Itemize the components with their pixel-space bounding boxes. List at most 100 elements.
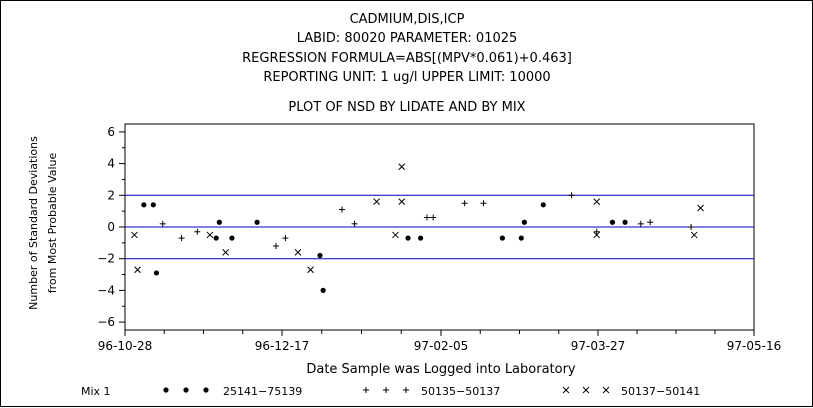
reference-lines	[125, 194, 754, 260]
legend-label-cross: 50137−50141	[621, 385, 700, 398]
y-axis-label-line-2: from Most Probable Value	[46, 153, 59, 294]
x-tick-label-4: 97-05-16	[727, 339, 781, 353]
point-cross-13-b	[697, 204, 704, 212]
point-cross-4	[294, 249, 302, 256]
point-dot-12	[518, 235, 524, 241]
y-tick-label-6: −6	[97, 315, 115, 329]
point-cross-11-b	[593, 231, 601, 239]
title-line-1: CADMIUM,DIS,ICP	[350, 12, 465, 27]
point-dot-9	[405, 235, 411, 241]
point-plus-8	[430, 214, 437, 221]
point-plus-1	[178, 235, 185, 242]
legend-cross-symbol-3	[602, 386, 610, 394]
point-cross-7-b	[392, 231, 399, 239]
point-dot-0	[141, 202, 147, 208]
point-dot-10	[418, 235, 424, 241]
legend-symbols-plus	[363, 387, 409, 393]
y-tick-label-4: −2	[97, 252, 115, 266]
point-plus-6	[351, 220, 358, 227]
y-tick-label-3: 0	[107, 220, 115, 234]
point-plus-5	[339, 206, 346, 213]
legend-cross-symbol-3-b	[602, 386, 610, 394]
legend-label-plus: 50135−50137	[421, 385, 500, 398]
point-plus-4	[282, 235, 289, 242]
legend-plus-symbol-3	[403, 387, 409, 393]
y-tick-label-0: 6	[107, 125, 115, 139]
legend-label-dot: 25141−75139	[223, 385, 302, 398]
legend-cross-symbol-2-b	[582, 386, 590, 394]
point-dot-2	[153, 270, 160, 276]
x-tick-label-3: 97-03-27	[571, 339, 625, 353]
point-cross-9-b	[398, 198, 406, 205]
legend-plus-symbol-2	[383, 387, 389, 393]
point-dot-14	[540, 202, 546, 208]
point-cross-6	[373, 198, 380, 205]
chart-subtitle: PLOT OF NSD BY LIDATE AND BY MIX	[288, 100, 525, 115]
point-dot-15	[609, 219, 616, 225]
point-dot-13	[521, 219, 528, 225]
point-dot-3	[213, 235, 219, 241]
y-axis-label-line-1: Number of Standard Deviations	[27, 136, 40, 310]
point-cross-8-b	[398, 163, 406, 171]
point-cross-5	[307, 266, 314, 274]
point-dot-8	[320, 287, 326, 293]
point-cross-8	[398, 163, 406, 171]
legend-dot-symbol-2	[183, 387, 189, 393]
point-dot-6	[254, 219, 260, 225]
point-plus-2	[194, 228, 201, 235]
x-tick-label-1: 96-12-17	[255, 339, 309, 353]
legend-symbols-dot	[163, 387, 209, 393]
point-plus-11	[568, 192, 575, 199]
point-plus-0	[159, 220, 166, 227]
point-plus-12	[593, 228, 600, 235]
point-cross-12	[690, 231, 698, 239]
point-cross-2	[206, 231, 214, 239]
point-plus-3	[272, 243, 279, 250]
x-axis: 96-10-28 96-12-17 97-02-05 97-03-27 97-05-16	[98, 330, 781, 353]
point-cross-1	[134, 266, 141, 274]
legend-symbols-cross	[562, 386, 610, 394]
point-dot-16	[622, 219, 628, 225]
title-line-3: REGRESSION FORMULA=ABS[(MPV*0.061)+0.463…	[242, 51, 572, 66]
point-cross-7	[392, 231, 399, 239]
point-cross-5-b	[307, 266, 314, 274]
point-plus-9	[461, 200, 468, 207]
data-points	[131, 163, 704, 293]
legend: Mix 1 25141−75139 50135−50137 50137−5014…	[81, 385, 700, 398]
y-tick-label-1: 4	[107, 157, 115, 171]
point-cross-3	[222, 249, 229, 256]
x-tick-label-0: 96-10-28	[98, 339, 152, 353]
point-plus-7	[423, 214, 430, 221]
y-tick-label-2: 2	[107, 188, 115, 202]
point-plus-10	[480, 200, 487, 207]
point-cross-1-b	[134, 266, 141, 274]
legend-dot-symbol-3	[203, 387, 209, 393]
legend-plus-symbol-1	[363, 387, 369, 393]
point-dot-5	[229, 235, 235, 241]
legend-title: Mix 1	[81, 385, 111, 398]
legend-cross-symbol-1-b	[562, 386, 570, 394]
point-cross-10-b	[593, 198, 601, 205]
point-cross-2-b	[206, 231, 214, 239]
point-cross-4-b	[294, 249, 302, 256]
point-cross-0	[131, 231, 138, 239]
legend-cross-symbol-2	[582, 386, 590, 394]
point-cross-10	[593, 198, 601, 205]
point-cross-13	[697, 204, 704, 212]
x-axis-label: Date Sample was Logged into Laboratory	[306, 362, 576, 377]
legend-cross-symbol-1	[562, 386, 570, 394]
x-tick-label-2: 97-02-05	[414, 339, 468, 353]
point-cross-3-b	[222, 249, 229, 256]
point-dot-4	[216, 219, 222, 225]
point-dot-1	[150, 202, 156, 208]
title-line-4: REPORTING UNIT: 1 ug/l UPPER LIMIT: 1000…	[263, 70, 550, 85]
point-cross-11	[593, 231, 601, 239]
point-plus-14	[647, 219, 654, 226]
point-cross-6-b	[373, 198, 380, 205]
point-dot-7	[317, 252, 323, 259]
y-axis: 6 4 2 0 −2 −4 −6	[97, 125, 125, 329]
point-cross-0-b	[131, 231, 138, 239]
legend-dot-symbol-1	[163, 387, 169, 393]
y-tick-label-5: −4	[97, 283, 115, 297]
